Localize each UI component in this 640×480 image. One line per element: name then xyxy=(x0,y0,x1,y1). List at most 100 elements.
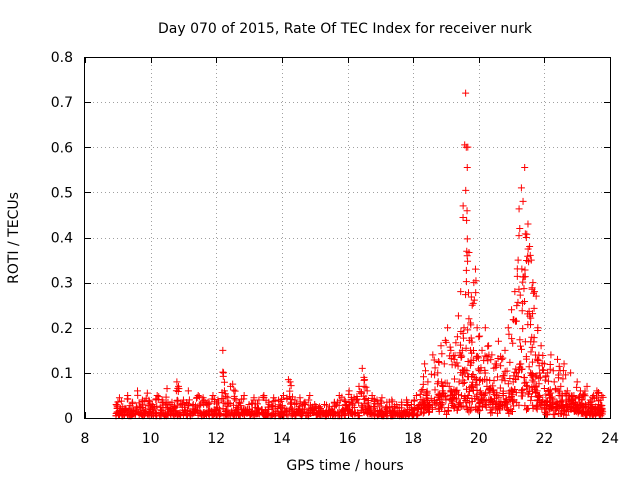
data-point xyxy=(474,354,482,362)
data-point xyxy=(524,390,532,398)
data-point xyxy=(219,346,227,354)
data-point xyxy=(522,381,530,389)
data-point xyxy=(422,367,430,375)
data-point xyxy=(141,397,149,405)
data-point xyxy=(378,394,386,402)
data-point xyxy=(467,321,475,329)
data-point xyxy=(438,350,446,358)
data-point xyxy=(438,378,446,386)
data-point xyxy=(452,387,460,395)
data-point xyxy=(544,387,552,395)
data-point xyxy=(440,360,448,368)
data-point xyxy=(469,299,477,307)
data-point xyxy=(514,298,522,306)
data-point xyxy=(230,386,238,394)
data-point xyxy=(465,387,473,395)
data-point xyxy=(559,404,567,412)
data-point xyxy=(142,394,150,402)
data-point xyxy=(261,411,269,419)
data-point xyxy=(516,342,524,350)
data-point xyxy=(468,373,476,381)
x-tick-label: 16 xyxy=(339,431,357,447)
data-point xyxy=(554,355,561,363)
data-point xyxy=(358,364,366,372)
x-axis-label: GPS time / hours xyxy=(286,458,403,474)
data-point xyxy=(229,401,237,409)
data-point xyxy=(482,389,490,397)
data-point xyxy=(511,368,519,376)
data-point xyxy=(360,395,368,403)
data-point xyxy=(530,383,538,391)
data-point xyxy=(481,366,489,374)
data-point xyxy=(173,402,181,410)
data-point xyxy=(556,410,564,418)
data-point xyxy=(587,403,595,411)
data-point xyxy=(475,333,483,341)
data-point xyxy=(534,397,542,405)
data-point xyxy=(218,395,226,403)
data-point xyxy=(520,285,528,293)
data-point xyxy=(162,393,170,401)
data-point xyxy=(439,392,447,400)
data-point xyxy=(555,362,563,370)
data-point xyxy=(581,390,589,398)
data-point xyxy=(515,285,523,293)
data-point xyxy=(516,291,524,299)
data-point xyxy=(542,373,550,381)
data-point xyxy=(524,220,532,228)
data-point xyxy=(457,328,465,336)
data-point xyxy=(419,386,427,394)
data-point xyxy=(533,402,541,410)
data-point xyxy=(360,409,368,417)
data-point xyxy=(467,334,475,342)
data-point xyxy=(453,386,461,394)
data-point xyxy=(540,360,548,368)
data-point xyxy=(539,352,547,360)
data-point xyxy=(476,332,484,340)
data-point xyxy=(555,391,563,399)
data-point xyxy=(523,230,531,238)
data-point xyxy=(542,410,550,418)
data-point xyxy=(355,409,363,417)
data-point xyxy=(457,288,465,296)
data-point xyxy=(494,337,502,345)
data-point xyxy=(362,383,370,391)
data-point xyxy=(556,387,564,395)
data-point xyxy=(549,367,557,375)
data-point xyxy=(467,404,475,412)
data-point xyxy=(377,399,385,407)
data-point xyxy=(495,393,503,401)
data-point xyxy=(286,387,294,395)
data-point xyxy=(573,383,581,391)
data-point xyxy=(363,387,371,395)
data-point xyxy=(597,410,605,418)
data-point xyxy=(521,297,529,305)
data-point xyxy=(184,400,192,408)
y-tick-labels: 0 0.1 0.2 0.3 0.4 0.5 0.6 0.7 0.8 xyxy=(51,50,73,427)
data-point xyxy=(517,360,525,368)
data-point xyxy=(573,378,581,386)
data-point xyxy=(224,402,232,410)
data-point xyxy=(504,380,512,388)
data-point xyxy=(501,346,509,354)
x-tick-label: 22 xyxy=(535,431,553,447)
data-point xyxy=(459,402,467,410)
data-point xyxy=(465,408,473,416)
data-point xyxy=(434,369,442,377)
data-point xyxy=(481,352,489,360)
data-point xyxy=(276,410,284,418)
data-point xyxy=(541,376,549,384)
data-point xyxy=(550,378,558,386)
data-point xyxy=(454,390,462,398)
data-point xyxy=(358,402,366,410)
data-point xyxy=(454,312,462,320)
data-point xyxy=(427,370,435,378)
data-point xyxy=(231,387,239,395)
data-points xyxy=(112,89,607,420)
data-point xyxy=(537,399,545,407)
data-point xyxy=(473,392,481,400)
data-point xyxy=(506,358,514,366)
data-point xyxy=(173,378,181,386)
data-point xyxy=(305,396,313,404)
